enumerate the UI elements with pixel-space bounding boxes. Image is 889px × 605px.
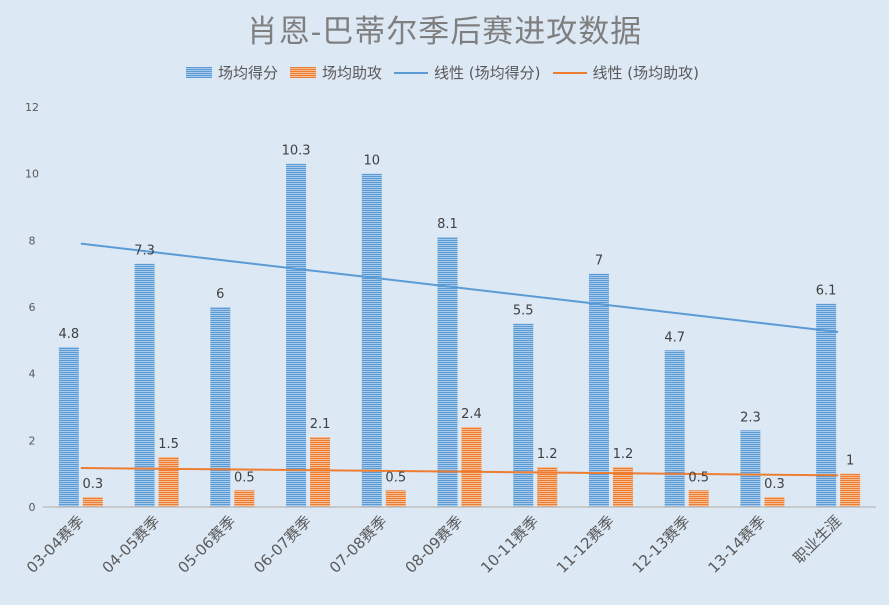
data-label: 0.5 bbox=[688, 470, 709, 485]
y-tick-label: 8 bbox=[29, 234, 36, 247]
assists-bar bbox=[310, 437, 331, 507]
points-bar bbox=[134, 263, 155, 507]
assists-bar bbox=[764, 497, 785, 507]
legend-item-assists: 场均助攻 bbox=[290, 62, 382, 83]
data-label: 1.2 bbox=[613, 447, 634, 462]
data-label: 0.3 bbox=[764, 477, 785, 492]
data-label: 0.5 bbox=[234, 470, 255, 485]
data-label: 10 bbox=[363, 154, 380, 169]
trendlines bbox=[80, 242, 839, 477]
data-label: 4.7 bbox=[664, 330, 685, 345]
data-label: 0.5 bbox=[385, 470, 406, 485]
x-tick-label: 08-09赛季 bbox=[402, 512, 467, 577]
data-label: 4.8 bbox=[59, 327, 80, 342]
points-bar bbox=[361, 173, 382, 507]
legend-item-points: 场均得分 bbox=[186, 62, 278, 83]
data-label: 5.5 bbox=[513, 304, 534, 319]
assists-bar bbox=[612, 467, 633, 507]
data-labels: 4.87.3610.3108.15.574.72.36.10.31.50.52.… bbox=[59, 144, 855, 492]
line-swatch-icon bbox=[394, 71, 429, 74]
x-tick-label: 05-06赛季 bbox=[174, 512, 239, 577]
data-label: 8.1 bbox=[437, 217, 458, 232]
x-axis: 03-04赛季 04-05赛季 05-06赛季 06-07赛季 07-08赛季 08-09… bbox=[23, 512, 845, 577]
data-label: 1.5 bbox=[158, 437, 179, 452]
y-tick-label: 4 bbox=[29, 368, 36, 381]
chart-title: 肖恩-巴蒂尔季后赛进攻数据 bbox=[246, 14, 643, 50]
legend-label: 场均得分 bbox=[218, 64, 279, 82]
data-label: 1 bbox=[846, 454, 854, 469]
y-axis: 0 2 4 6 8 10 12 bbox=[25, 101, 39, 514]
bar-swatch-icon bbox=[290, 67, 317, 78]
x-tick-label: 10-11赛季 bbox=[477, 512, 542, 577]
legend-item-assists-trend: 线性 (场均助攻) bbox=[552, 62, 699, 83]
points-bar bbox=[740, 430, 761, 507]
assists-bar bbox=[385, 490, 406, 507]
y-tick-label: 0 bbox=[29, 501, 36, 514]
x-tick-label: 04-05赛季 bbox=[99, 512, 164, 577]
data-label: 10.3 bbox=[282, 144, 311, 159]
x-tick-label: 11-12赛季 bbox=[553, 512, 618, 577]
y-tick-label: 12 bbox=[25, 101, 39, 114]
data-label: 0.3 bbox=[83, 477, 104, 492]
data-label: 7.3 bbox=[134, 244, 155, 259]
points-bar bbox=[210, 307, 231, 507]
assists-bar bbox=[461, 427, 482, 507]
assists-bar bbox=[82, 497, 103, 507]
data-label: 2.3 bbox=[740, 410, 761, 425]
y-tick-label: 10 bbox=[25, 168, 39, 181]
points-bar bbox=[286, 163, 307, 507]
trendline bbox=[80, 242, 839, 333]
data-label: 6.1 bbox=[816, 284, 837, 299]
legend-label: 线性 (场均得分) bbox=[434, 64, 541, 82]
x-tick-label: 12-13赛季 bbox=[629, 512, 694, 577]
assists-bar bbox=[688, 490, 709, 507]
data-label: 6 bbox=[216, 287, 224, 302]
x-tick-label: 职业生涯 bbox=[790, 512, 845, 567]
points-bar bbox=[513, 323, 534, 507]
data-label: 7 bbox=[595, 254, 603, 269]
x-tick-label: 07-08赛季 bbox=[326, 512, 391, 577]
assists-bar bbox=[840, 473, 861, 507]
assists-bar bbox=[537, 467, 558, 507]
y-tick-label: 6 bbox=[29, 301, 36, 314]
x-tick-label: 06-07赛季 bbox=[250, 512, 315, 577]
legend-label: 场均助攻 bbox=[322, 64, 383, 82]
bar-series bbox=[58, 163, 861, 507]
trendline bbox=[80, 467, 839, 477]
points-bar bbox=[816, 303, 837, 507]
x-tick-label: 13-14赛季 bbox=[704, 512, 769, 577]
data-label: 2.1 bbox=[310, 417, 331, 432]
data-label: 1.2 bbox=[537, 447, 558, 462]
points-bar bbox=[588, 273, 609, 507]
points-bar bbox=[58, 347, 79, 507]
y-tick-label: 2 bbox=[29, 434, 36, 447]
x-tick-label: 03-04赛季 bbox=[23, 512, 88, 577]
data-label: 2.4 bbox=[461, 407, 482, 422]
legend-item-points-trend: 线性 (场均得分) bbox=[394, 62, 541, 83]
line-swatch-icon bbox=[552, 71, 587, 74]
bar-swatch-icon bbox=[186, 67, 212, 78]
assists-bar bbox=[158, 457, 179, 507]
chart-legend: 场均得分 场均助攻 线性 (场均得分) 线性 (场均助攻) bbox=[0, 62, 889, 83]
points-bar bbox=[664, 350, 685, 507]
assists-bar bbox=[234, 490, 255, 507]
legend-label: 线性 (场均助攻) bbox=[592, 64, 699, 82]
points-bar bbox=[437, 237, 458, 507]
